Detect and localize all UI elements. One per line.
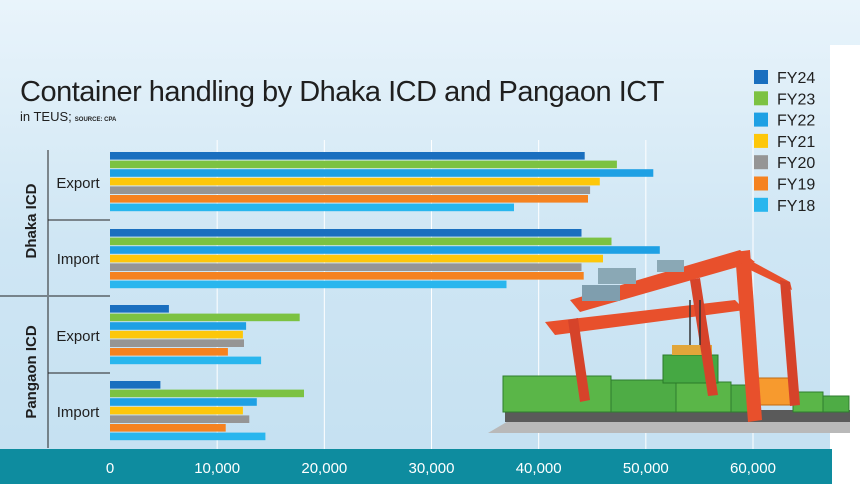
x-tick-label: 20,000 (301, 460, 347, 477)
crane-leg-right (735, 250, 762, 422)
legend-swatch-fy19 (754, 176, 768, 191)
crane-arm (740, 255, 792, 290)
bar-fy20 (110, 415, 250, 423)
bar-fy19 (110, 272, 584, 280)
legend-label-fy18: FY18 (777, 198, 815, 215)
legend-label-fy22: FY22 (777, 113, 815, 130)
x-axis-band (0, 449, 832, 484)
bar-fy21 (110, 406, 243, 415)
group-label: Dhaka ICD (23, 183, 40, 258)
crane-box-2 (657, 260, 684, 272)
legend-label-fy24: FY24 (777, 70, 815, 87)
legend-label-fy23: FY23 (777, 91, 815, 108)
legend-swatch-fy23 (754, 91, 768, 106)
bar-fy19 (110, 195, 588, 203)
bar-fy22 (110, 322, 247, 330)
category-label: Import (57, 404, 100, 421)
rail-shadow (488, 420, 850, 433)
bar-fy22 (110, 398, 257, 406)
x-tick-label: 30,000 (409, 460, 455, 477)
crane-box (598, 268, 636, 284)
container-green-6 (822, 395, 850, 413)
container-green-2 (610, 379, 677, 413)
bar-fy21 (110, 330, 243, 339)
bar-fy23 (110, 237, 612, 246)
x-tick-label: 10,000 (194, 460, 240, 477)
group-label: Pangaon ICD (23, 325, 40, 419)
row-dividers (0, 150, 110, 448)
legend: FY24 FY23 FY22 FY21 FY20 FY19 FY18 (754, 70, 815, 215)
bar-fy20 (110, 339, 244, 347)
chart-subtitle: in TEUS; SOURCE: CPA (20, 109, 117, 124)
bar-fy23 (110, 160, 617, 169)
spreader (672, 345, 712, 355)
unit-label: in TEUS; (20, 109, 72, 124)
bar-fy18 (110, 356, 262, 365)
bar-fy21 (110, 254, 603, 263)
bar-fy22 (110, 246, 660, 254)
bar-fy18 (110, 203, 514, 212)
legend-swatch-fy24 (754, 70, 768, 84)
legend-swatch-fy20 (754, 155, 768, 170)
bar-fy19 (110, 424, 226, 432)
bar-fy24 (110, 305, 169, 313)
category-label: Export (56, 328, 100, 345)
legend-swatch-fy18 (754, 197, 768, 212)
bar-fy24 (110, 152, 585, 160)
container-green-1 (502, 375, 612, 413)
bars (110, 152, 660, 441)
legend-label-fy20: FY20 (777, 155, 815, 172)
legend-label-fy21: FY21 (777, 134, 815, 151)
x-tick-labels: 0 10,000 20,000 30,000 40,000 50,000 60,000 (106, 460, 776, 477)
bar-fy21 (110, 177, 600, 186)
category-labels: Export Import Dhaka ICD Export Import Pangaon… (23, 175, 101, 421)
bar-fy18 (110, 432, 266, 441)
crane-leg-left (568, 318, 590, 402)
container-orange (754, 377, 794, 406)
crane-leg-back (780, 280, 800, 406)
bar-fy20 (110, 186, 591, 194)
railcar-base (505, 410, 850, 422)
legend-swatch-fy22 (754, 112, 768, 127)
category-label: Import (57, 251, 100, 268)
bar-fy24 (110, 229, 582, 237)
bar-fy20 (110, 263, 582, 271)
container-green-3 (675, 381, 732, 413)
bar-fy22 (110, 169, 654, 177)
crane-leg-mid (690, 278, 718, 396)
x-tick-label: 0 (106, 460, 114, 477)
legend-label-fy19: FY19 (777, 177, 815, 194)
x-tick-label: 40,000 (516, 460, 562, 477)
terminal-illustration (488, 250, 850, 433)
x-tick-label: 50,000 (623, 460, 669, 477)
bar-fy23 (110, 389, 304, 398)
category-label: Export (56, 175, 100, 192)
source-label: SOURCE: CPA (75, 117, 117, 123)
chart-title: Container handling by Dhaka ICD and Pang… (20, 76, 665, 108)
bar-fy18 (110, 280, 507, 289)
bar-fy19 (110, 348, 228, 356)
bar-fy23 (110, 313, 300, 322)
crane-cabin (582, 285, 620, 301)
legend-swatch-fy21 (754, 133, 768, 148)
x-tick-label: 60,000 (730, 460, 776, 477)
bar-fy24 (110, 381, 161, 389)
